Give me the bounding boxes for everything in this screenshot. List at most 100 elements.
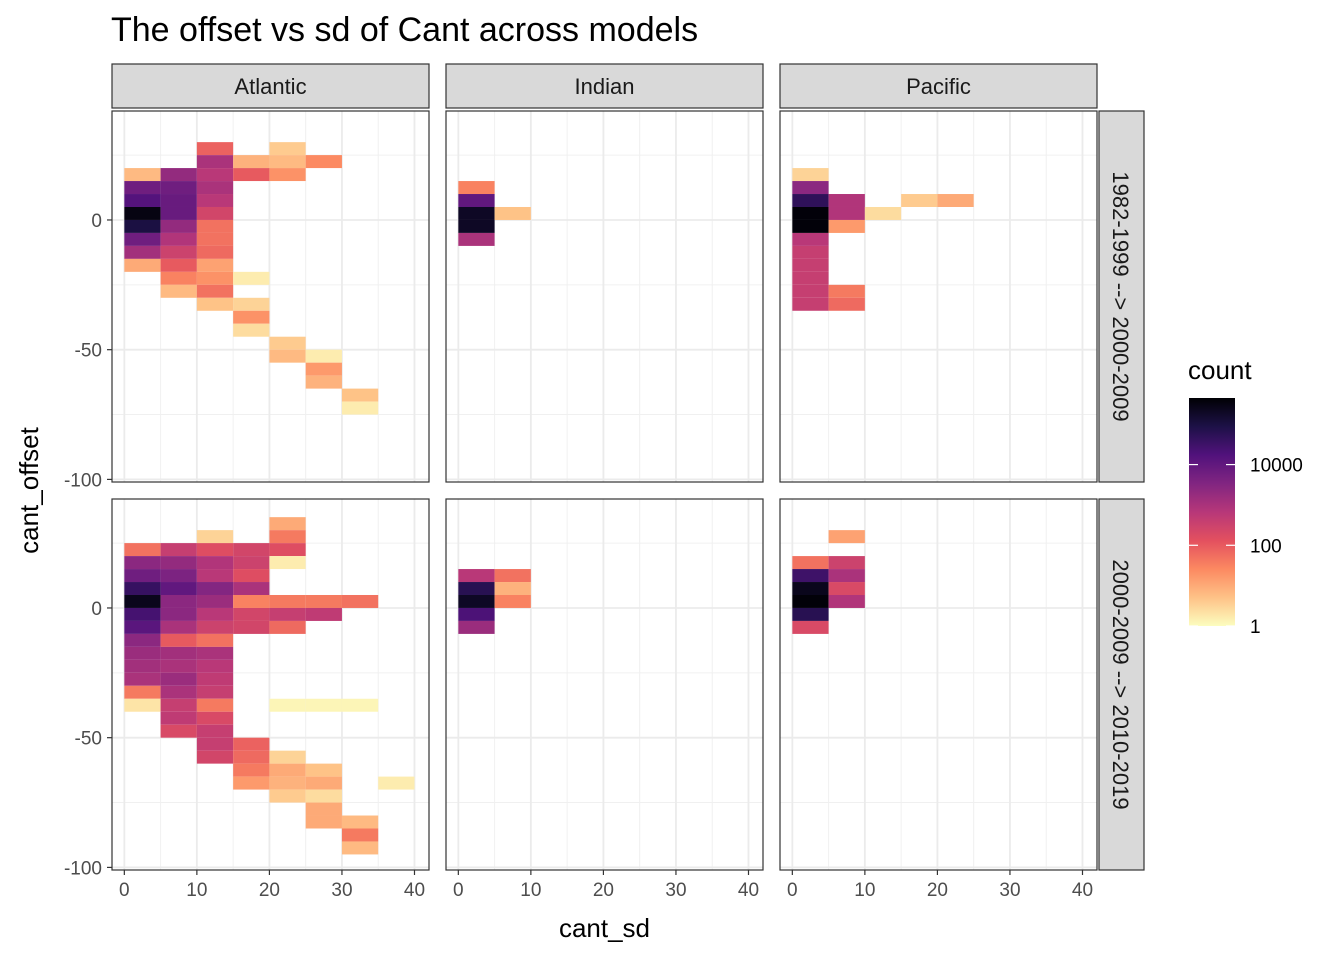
y-tick-label: -50 [75,341,102,362]
heatmap-tile [160,271,197,285]
heatmap-tile [233,607,270,621]
heatmap-tile [305,607,342,621]
x-tick-label: 10 [854,880,875,901]
heatmap-tile [196,672,234,686]
heatmap-tile [124,633,161,647]
heatmap-tile [269,594,306,608]
heatmap-tile [458,219,495,233]
legend-title: count [1188,355,1252,385]
x-tick-label: 10 [186,880,207,901]
heatmap-tile [196,194,234,207]
heatmap-tile [124,219,161,233]
heatmap-tile [458,620,495,634]
heatmap-tile [305,802,342,816]
heatmap-tile [124,194,161,207]
heatmap-tile [341,401,379,415]
heatmap-tile [305,594,342,608]
heatmap-tile [792,219,829,233]
strip-label-atlantic: Atlantic [234,74,306,99]
x-tick-label: 20 [593,880,614,901]
heatmap-tile [196,556,234,570]
heatmap-tile [160,711,197,725]
strip-row-2000-2019: 2000-2009 --> 2010-2019 [1098,498,1145,871]
strip-label-indian: Indian [575,74,635,99]
heatmap-tile [124,685,161,699]
heatmap-tile [196,258,234,272]
heatmap-tile [901,194,938,207]
color-legend: count 1 100 10000 [1188,355,1303,638]
heatmap-tile [233,569,270,583]
heatmap-tile [305,815,342,829]
heatmap-tile [196,271,234,285]
heatmap-tile [305,698,342,712]
heatmap-tile [269,349,306,363]
heatmap-tile [305,349,342,363]
heatmap-tile [160,646,197,660]
heatmap-tile [864,206,902,220]
heatmap-tile [792,607,829,621]
heatmap-tile [828,582,865,595]
heatmap-tile [269,789,306,803]
heatmap-tile [269,763,306,777]
heatmap-tile [124,594,161,608]
heatmap-tile [792,556,829,570]
heatmap-tile [196,620,234,634]
heatmap-tile [160,698,197,712]
heatmap-tile [160,194,197,207]
axes: 0 10 20 30 40 0 10 20 30 40 0 10 20 30 40 0 -50 -100 0 -50 -… [64,211,1093,901]
heatmap-tile [341,594,379,608]
heatmap-tile [196,569,234,583]
heatmap-tile [269,750,306,764]
x-tick-label: 0 [119,880,130,901]
legend-tick-label: 100 [1250,536,1282,557]
heatmap-tile [196,206,234,220]
legend-tick-label: 10000 [1250,456,1303,477]
heatmap-tile [792,594,829,608]
panel-border [779,110,1098,483]
heatmap-tile [124,569,161,583]
heatmap-tile [233,750,270,764]
heatmap-tile [124,582,161,595]
heatmap-tile [792,271,829,285]
panel-indian-row1 [445,110,764,483]
heatmap-tile [196,750,234,764]
heatmap-tile [269,556,306,570]
heatmap-tile [458,206,495,220]
heatmap-tile [458,582,495,595]
heatmap-tile [269,517,306,531]
heatmap-tile [196,142,234,156]
x-tick-label: 20 [259,880,280,901]
heatmap-tile [160,543,197,557]
panel-border [779,498,1098,871]
heatmap-tile [160,219,197,233]
heatmap-tile [792,297,829,311]
y-axis-title: cant_offset [14,426,44,554]
panel-border [445,498,764,871]
heatmap-tile [233,582,270,595]
panel-background [446,499,763,870]
heatmap-tile [124,543,161,557]
heatmap-tile [305,375,342,389]
heatmap-tile [124,258,161,272]
heatmap-tile [828,297,865,311]
heatmap-tile [160,633,197,647]
heatmap-tile [196,698,234,712]
heatmap-tile [341,815,379,829]
heatmap-tile [233,323,270,337]
panel-pacific-row2 [779,498,1098,871]
heatmap-tile [458,232,495,246]
heatmap-tile [937,194,974,207]
heatmap-tile [196,232,234,246]
heatmap-tile [792,569,829,583]
x-tick-label: 0 [787,880,798,901]
heatmap-tile [269,698,306,712]
heatmap-tile [828,219,865,233]
heatmap-tile [269,336,306,350]
heatmap-tile [124,698,161,712]
heatmap-tile [196,219,234,233]
heatmap-tile [792,245,829,259]
heatmap-tile [305,362,342,376]
heatmap-tile [160,620,197,634]
heatmap-tile [124,620,161,634]
heatmap-tile [341,841,379,855]
